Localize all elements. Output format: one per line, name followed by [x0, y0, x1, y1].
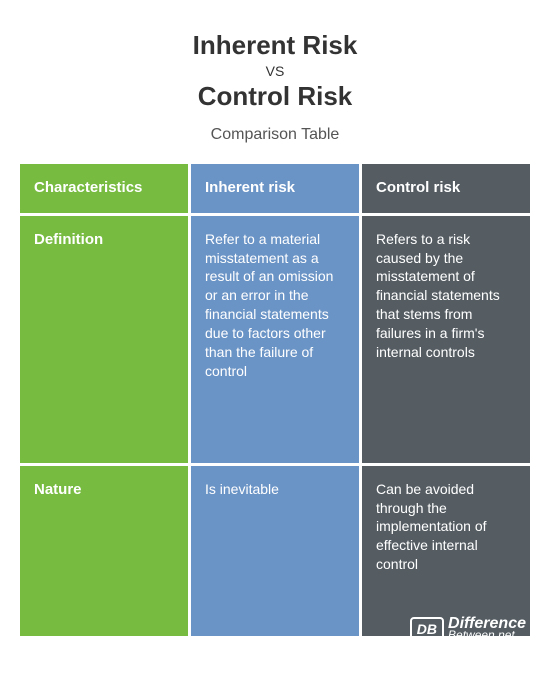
column-characteristics: Characteristics Definition Nature — [20, 164, 188, 635]
col-header-characteristics: Characteristics — [20, 164, 188, 215]
logo-text: Difference Between.net — [448, 616, 526, 641]
logo-line2: Between.net — [448, 629, 526, 641]
title-top: Inherent Risk — [20, 30, 530, 61]
cell-control-definition: Refers to a risk caused by the misstatem… — [362, 216, 530, 466]
subtitle: Comparison Table — [20, 126, 530, 144]
title-bottom: Control Risk — [20, 81, 530, 112]
row-label-nature: Nature — [20, 466, 188, 636]
cell-inherent-definition: Refer to a material misstatement as a re… — [191, 216, 359, 466]
cell-inherent-nature: Is inevitable — [191, 466, 359, 636]
col-header-control: Control risk — [362, 164, 530, 215]
brand-logo: DB Difference Between.net — [410, 616, 526, 641]
row-label-definition: Definition — [20, 216, 188, 466]
col-header-inherent: Inherent risk — [191, 164, 359, 215]
logo-box-icon: DB — [410, 617, 444, 641]
header: Inherent Risk vs Control Risk Comparison… — [0, 0, 550, 164]
column-control: Control risk Refers to a risk caused by … — [362, 164, 530, 635]
cell-control-nature: Can be avoided through the implementatio… — [362, 466, 530, 636]
comparison-table: Characteristics Definition Nature Inhere… — [0, 164, 550, 635]
title-vs: vs — [20, 63, 530, 79]
column-inherent: Inherent risk Refer to a material missta… — [191, 164, 359, 635]
